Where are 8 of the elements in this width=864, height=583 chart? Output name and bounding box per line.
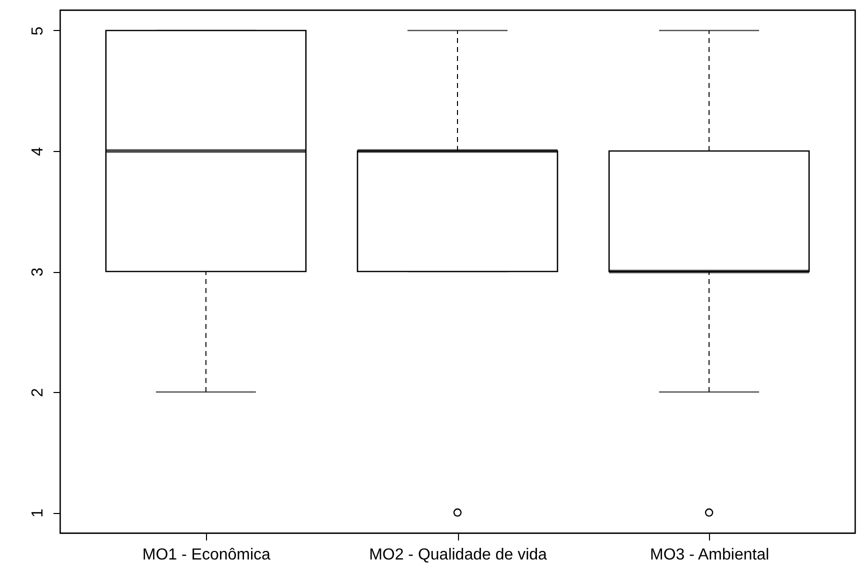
x-tick-label: MO2 - Qualidade de vida xyxy=(369,546,548,564)
y-tick-label: 1 xyxy=(30,508,46,518)
x-tick-label: MO1 - Econômica xyxy=(142,546,271,564)
x-tick-label: MO3 - Ambiental xyxy=(650,546,770,564)
y-tick-label: 3 xyxy=(30,267,46,276)
y-tick-label: 4 xyxy=(30,146,46,156)
y-tick-label: 5 xyxy=(30,26,46,36)
y-tick-label: 2 xyxy=(30,388,46,397)
